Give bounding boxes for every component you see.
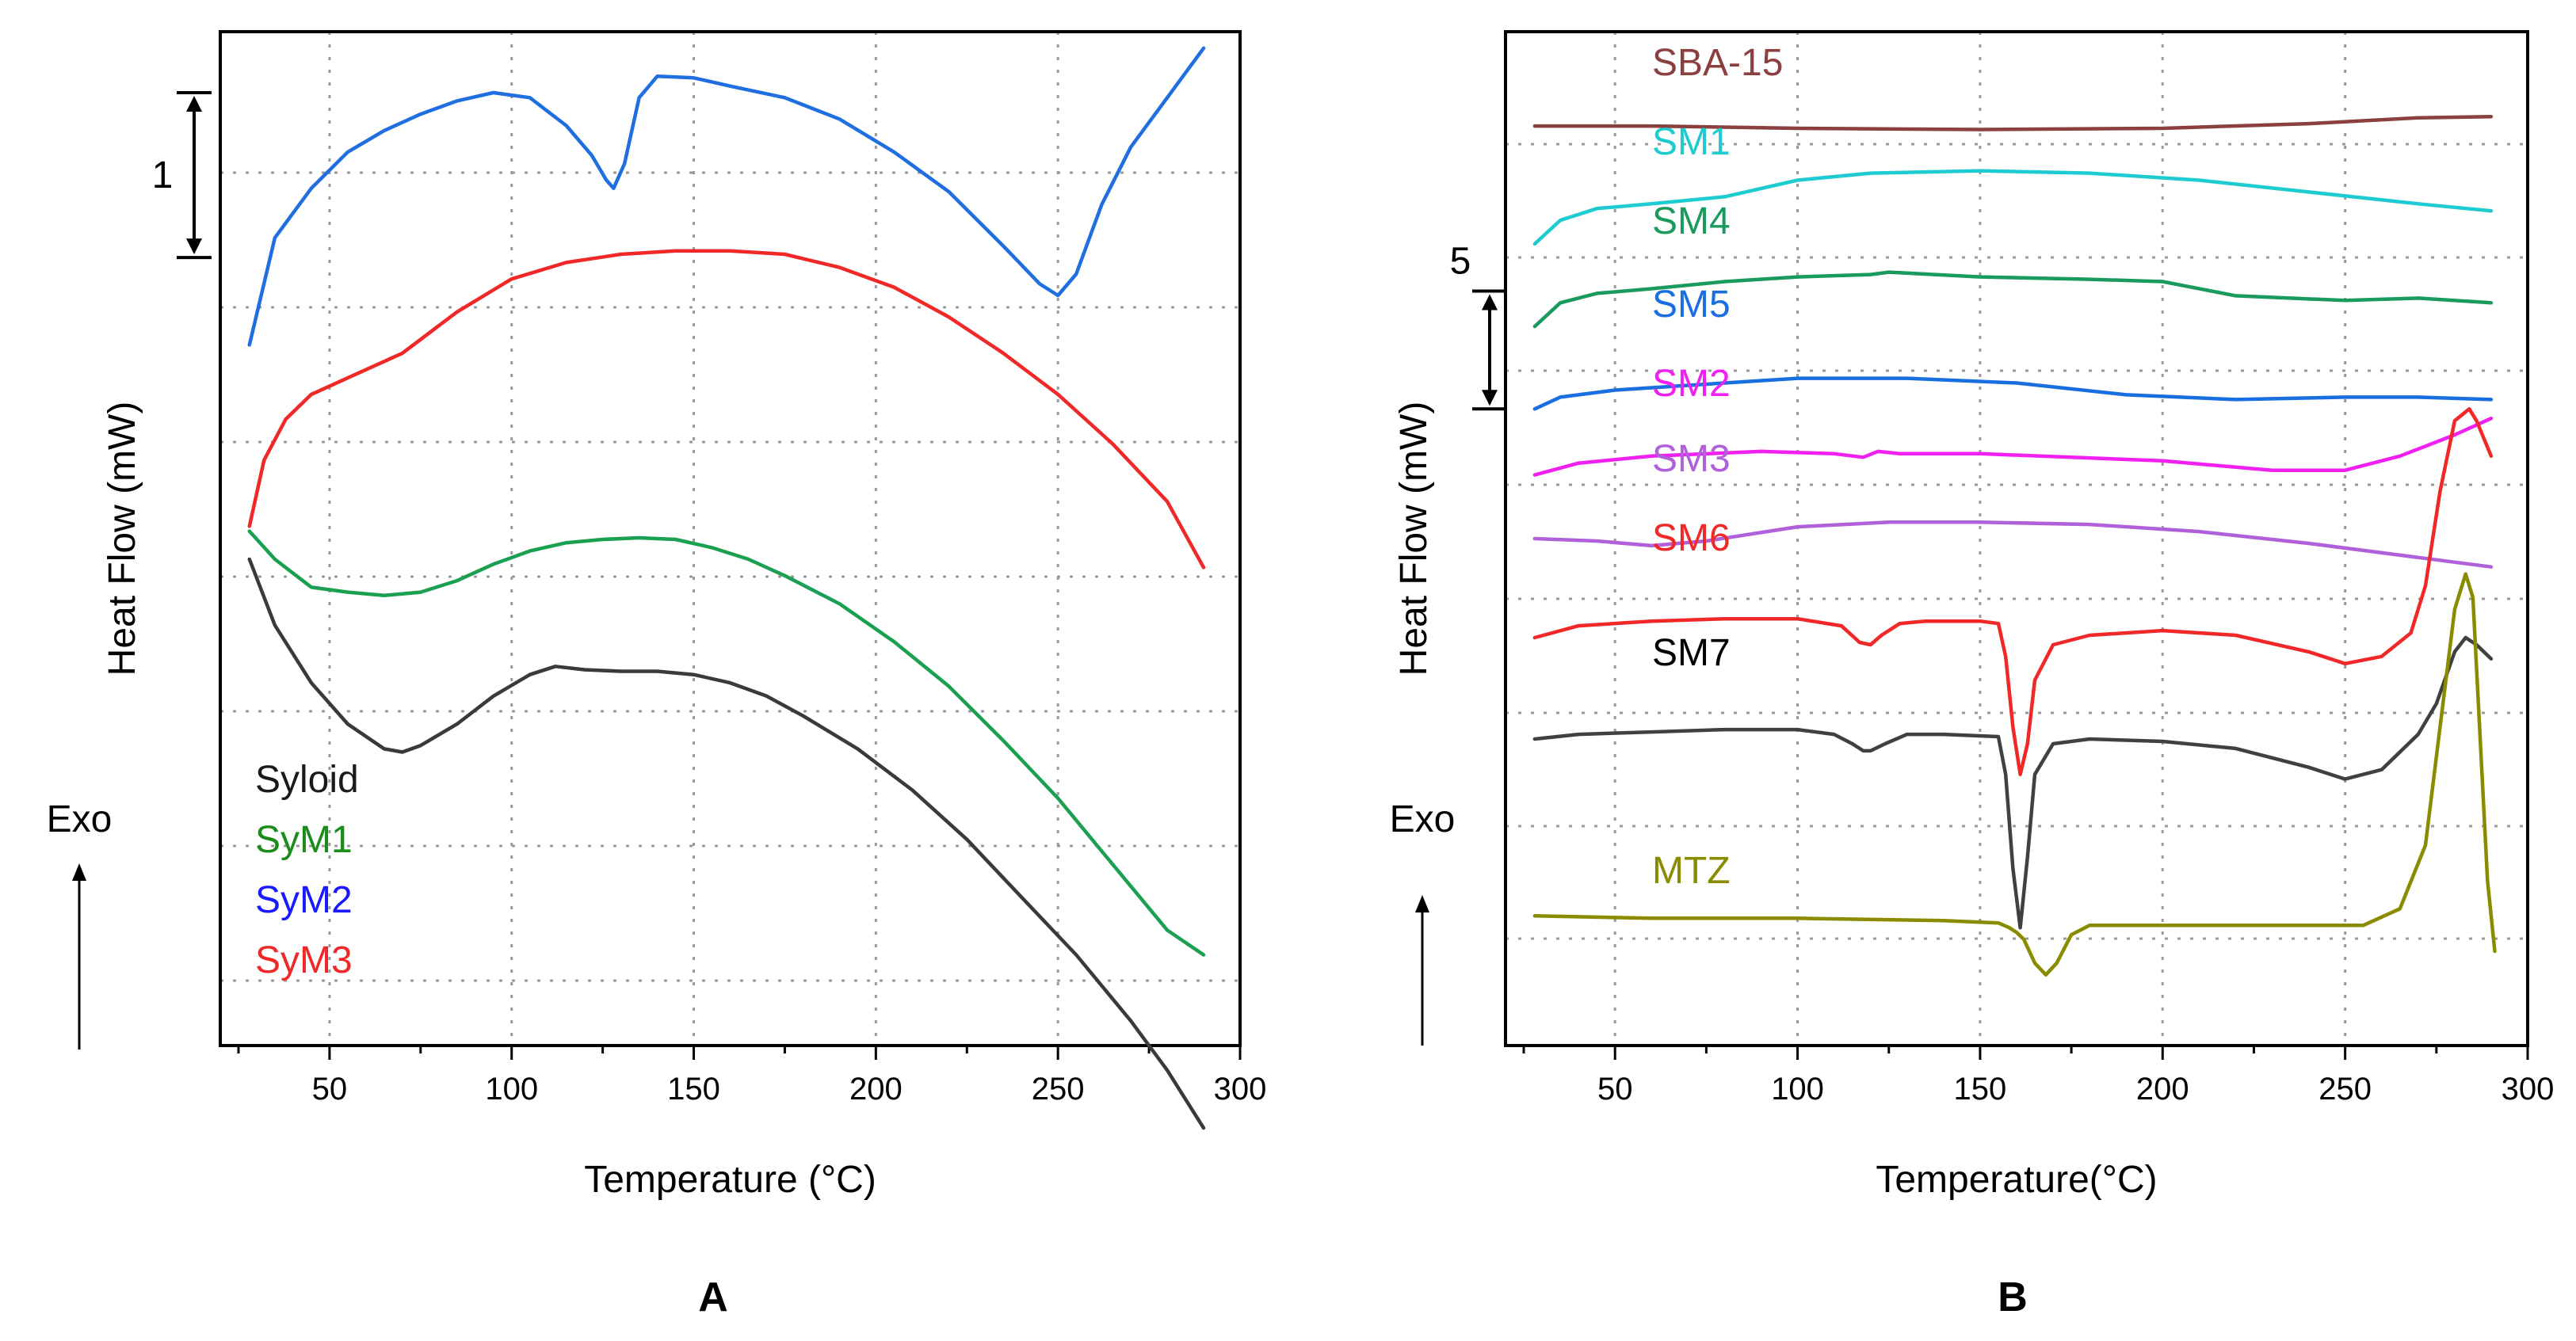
panel-b-series-sm5: [1532, 376, 2494, 411]
panel-b-series-sm1: [1532, 169, 2494, 246]
panel-a-grid: [220, 32, 1240, 1046]
panel-b-x-tick-label: 250: [2318, 1072, 2372, 1107]
panel-a-legend-sym1: SyM1: [255, 819, 353, 861]
panel-a-scale-bar-label: 1: [152, 154, 174, 196]
panel-b-series-sm6: [1532, 407, 2494, 776]
panel-b-label-sm6: SM6: [1652, 517, 1731, 559]
panel-b-plot-frame: [1504, 30, 2529, 1047]
panel-b-label-sm2: SM2: [1652, 363, 1731, 405]
panel-a-plot-frame: [219, 30, 1242, 1047]
panel-b-x-tick-label: 200: [2136, 1072, 2189, 1107]
panel-b-x-axis-title: Temperature(°C): [1876, 1159, 2157, 1201]
panel-b-label-mtz: MTZ: [1652, 850, 1731, 892]
panel-a-x-axis-title: Temperature (°C): [584, 1159, 876, 1201]
panel-a-x-tick-label: 200: [849, 1072, 903, 1107]
panel-b-series-mtz: [1532, 572, 2497, 977]
panel-a-x-tick-label: 300: [1214, 1072, 1267, 1107]
panel-a-series-syloid: [247, 557, 1206, 1130]
panel-a-exo-arrow-head: [72, 863, 86, 881]
panel-a-scale-bar-arrow-up: [186, 96, 202, 112]
panel-a-legend-sym3: SyM3: [255, 939, 353, 981]
panel-a-y-axis-title: Heat Flow (mW): [101, 402, 143, 676]
panel-b-series-sm3: [1532, 520, 2494, 569]
panel-b-label-sba-15: SBA-15: [1652, 42, 1783, 84]
panel-b-label-sm4: SM4: [1652, 200, 1731, 242]
panel-a-x-tick-label: 150: [667, 1072, 720, 1107]
panel-b-x-tick-label: 150: [1954, 1072, 2007, 1107]
panel-b-x-tick-label: 50: [1597, 1072, 1633, 1107]
panel-b-series-sm7: [1532, 635, 2494, 930]
panel-a-x-tick-label: 100: [485, 1072, 538, 1107]
panel-b-series-sm4: [1532, 270, 2494, 329]
panel-a-legend-syloid: Syloid: [255, 759, 359, 801]
panel-a-scale-bar-arrow-down: [186, 238, 202, 255]
panel-b-letter: B: [1998, 1274, 2028, 1320]
panel-a-scale-bar: 1: [152, 91, 212, 260]
panel-b-series-sm2: [1532, 416, 2494, 477]
panel-b-scale-bar-arrow-up: [1482, 294, 1498, 310]
panel-b-y-axis-title: Heat Flow (mW): [1393, 402, 1435, 676]
panel-b-exo-arrow-head: [1415, 895, 1429, 912]
panel-b-x-tick-label: 300: [2502, 1072, 2555, 1107]
panel-b-label-sm7: SM7: [1652, 632, 1731, 674]
panel-a-series-sym2: [247, 46, 1206, 347]
panel-b-scale-bar: 5: [1450, 240, 1507, 411]
panel-b-x-tick-label: 100: [1771, 1072, 1824, 1107]
panel-a-exo-label: Exo: [47, 798, 113, 840]
panel-b-label-sm3: SM3: [1652, 438, 1731, 480]
panel-b-label-sm5: SM5: [1652, 284, 1731, 326]
panel-b-grid: [1506, 32, 2528, 1046]
panel-b-label-sm1: SM1: [1652, 121, 1731, 163]
panel-b-exo-label: Exo: [1390, 798, 1456, 840]
panel-a-x-tick-label: 50: [312, 1072, 348, 1107]
panel-a-series-sym1: [247, 529, 1206, 957]
panel-a-x-tick-label: 250: [1032, 1072, 1085, 1107]
panel-b-scale-bar-label: 5: [1450, 240, 1471, 282]
panel-a-chart: 50 100 150 200 250 300 Temperature (°C) Heat Fl…: [47, 30, 1267, 1320]
panel-b-series-sba-15: [1532, 114, 2494, 131]
panel-a-letter: A: [698, 1274, 728, 1320]
panel-a-series-sym3: [247, 249, 1206, 570]
panel-b-chart: 50 100 150 200 250 300 Temperature(°C) Heat Flo…: [1390, 30, 2555, 1320]
panel-b-scale-bar-arrow-down: [1482, 390, 1498, 406]
panel-a-legend-sym2: SyM2: [255, 879, 353, 921]
